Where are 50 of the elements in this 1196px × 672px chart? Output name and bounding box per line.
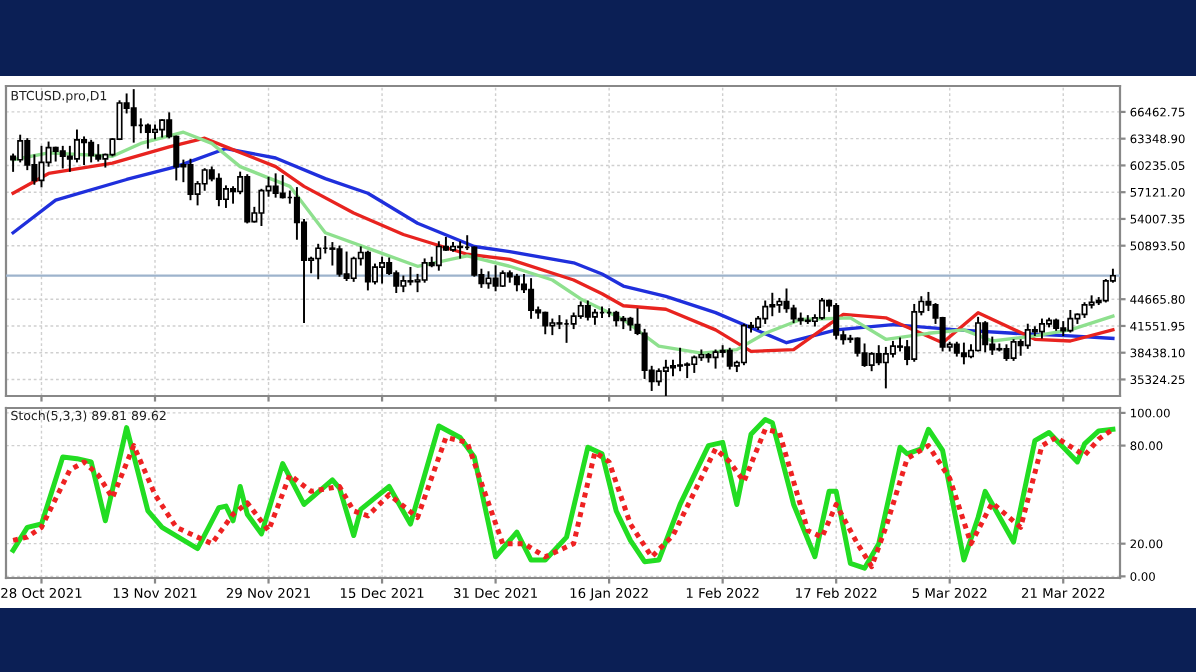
candlestick <box>272 173 279 198</box>
candlestick <box>875 345 882 366</box>
candlestick <box>528 278 535 319</box>
candlestick <box>81 136 88 165</box>
candlestick <box>492 265 499 292</box>
candlestick <box>1024 323 1031 349</box>
candlestick <box>996 343 1003 352</box>
candlestick <box>279 175 286 199</box>
candlestick <box>833 303 840 340</box>
candlestick <box>556 315 563 330</box>
candlestick <box>861 343 868 367</box>
candlestick <box>804 315 811 324</box>
candlestick <box>435 241 442 271</box>
candlestick <box>364 250 371 291</box>
candlestick <box>343 251 350 281</box>
candlestick <box>677 347 684 372</box>
candlestick <box>1038 318 1045 339</box>
candlestick <box>66 145 73 172</box>
candlestick <box>379 256 386 284</box>
candlestick <box>1067 309 1074 333</box>
candlestick <box>144 123 151 149</box>
candlestick <box>982 321 989 353</box>
candlestick <box>258 188 265 226</box>
candlestick <box>1010 339 1017 361</box>
candlestick <box>215 173 222 207</box>
candlestick <box>975 316 982 352</box>
candlestick <box>336 245 343 277</box>
candlestick <box>726 347 733 370</box>
candlestick <box>187 158 194 201</box>
candlestick <box>584 300 591 321</box>
candlestick <box>315 243 322 280</box>
candlestick <box>407 267 414 286</box>
candlestick <box>130 89 137 143</box>
candlestick <box>818 297 826 320</box>
candlestick <box>740 323 747 366</box>
candlestick <box>457 241 464 259</box>
candlestick <box>960 342 967 365</box>
candlestick <box>882 346 889 389</box>
candlestick <box>797 312 804 325</box>
candlestick <box>762 300 769 324</box>
candlestick <box>769 292 776 317</box>
candlestick <box>662 359 669 396</box>
candlestick <box>542 311 549 335</box>
candlestick <box>620 315 627 330</box>
candlestick <box>38 145 45 188</box>
candlestick <box>911 303 918 362</box>
candlestick <box>222 185 229 208</box>
candlestick <box>244 174 251 224</box>
candlestick <box>88 139 95 163</box>
candlestick <box>59 145 66 169</box>
